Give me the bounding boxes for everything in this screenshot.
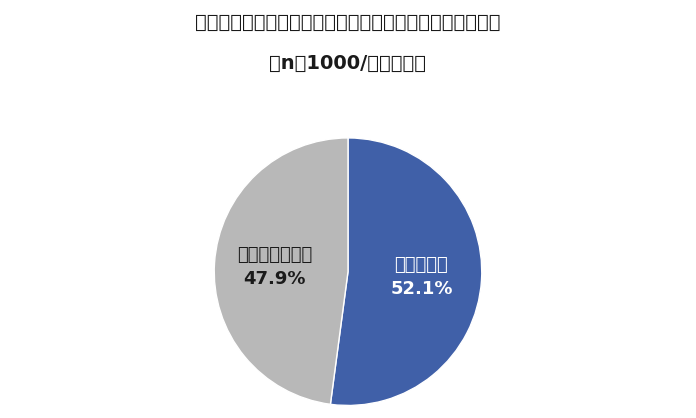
Text: 52.1%: 52.1% [390, 280, 452, 298]
Wedge shape [214, 138, 348, 404]
Text: 商品やサービスの選び方を変えたり、変えたいと思ったか: 商品やサービスの選び方を変えたり、変えたいと思ったか [196, 13, 500, 31]
Text: 47.9%: 47.9% [244, 270, 306, 288]
Text: （n＝1000/単数回答）: （n＝1000/単数回答） [269, 54, 427, 73]
Wedge shape [331, 138, 482, 405]
Text: あてはまる: あてはまる [395, 255, 448, 273]
Text: あてはまらない: あてはまらない [237, 246, 313, 264]
